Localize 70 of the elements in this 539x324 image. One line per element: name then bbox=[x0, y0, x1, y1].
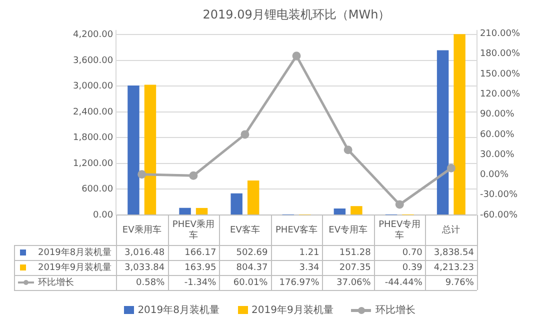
y-tick-label: 0.00 bbox=[93, 210, 114, 220]
bar bbox=[144, 84, 156, 214]
y-tick-label: 3,000.00 bbox=[73, 82, 114, 92]
data-label: 37.06% bbox=[336, 278, 372, 288]
data-label: 0.39 bbox=[402, 262, 423, 273]
data-label: 9.76% bbox=[445, 278, 474, 288]
y-tick-label: 4,200.00 bbox=[73, 30, 114, 40]
y-tick-label: 1,200.00 bbox=[73, 158, 114, 169]
y2-tick-label: 210.00% bbox=[480, 29, 520, 40]
y-tick-label: 600.00 bbox=[82, 184, 114, 195]
y-tick-label: 1,800.00 bbox=[73, 133, 114, 144]
y-tick-label: 3,600.00 bbox=[73, 56, 114, 66]
data-label: 3.34 bbox=[299, 262, 320, 273]
chart-title: 2019.09月锂电装机环比（MWh） bbox=[202, 7, 390, 22]
legend-label: 环比增长 bbox=[38, 276, 74, 288]
data-label: 4,213.23 bbox=[434, 262, 474, 273]
data-label: -44.44% bbox=[384, 278, 423, 288]
y2-tick-label: 60.00% bbox=[480, 130, 515, 140]
point bbox=[138, 170, 146, 179]
data-label: 163.95 bbox=[184, 262, 216, 273]
y2-tick-label: 120.00% bbox=[480, 90, 520, 100]
data-label: 207.35 bbox=[339, 262, 371, 273]
data-label: 166.17 bbox=[184, 248, 216, 258]
point bbox=[189, 171, 198, 180]
data-label: 804.37 bbox=[236, 262, 268, 273]
data-label: 0.58% bbox=[136, 278, 166, 288]
bar bbox=[334, 208, 346, 214]
point bbox=[292, 52, 301, 60]
bar bbox=[454, 34, 466, 214]
y2-tick-label: -60.00% bbox=[480, 210, 518, 220]
text: 环比增长 bbox=[375, 305, 416, 316]
bar bbox=[128, 86, 140, 214]
y2-tick-label: 90.00% bbox=[480, 110, 515, 120]
bar bbox=[350, 206, 362, 214]
data-label: 3,033.84 bbox=[124, 262, 165, 273]
x-tick-label: EV乘用车 bbox=[122, 224, 162, 236]
data-label: 176.97% bbox=[279, 278, 320, 288]
y-tick-label: 2,400.00 bbox=[73, 107, 114, 118]
data-label: -1.34% bbox=[184, 278, 217, 288]
data-label: 3,838.54 bbox=[434, 248, 474, 258]
bar bbox=[436, 50, 449, 214]
legend-label: 2019年8月装机量 bbox=[38, 246, 112, 258]
bar bbox=[230, 193, 242, 214]
bar bbox=[247, 180, 260, 214]
x-tick-label: 总计 bbox=[441, 224, 460, 236]
y2-tick-label: 30.00% bbox=[480, 150, 515, 160]
text: 2019年8月装机量 bbox=[138, 305, 220, 316]
data-label: 60.01% bbox=[233, 278, 268, 288]
x-tick-label: PHEV乘用车 bbox=[172, 218, 214, 241]
legend-label: 2019年9月装机量 bbox=[38, 262, 112, 273]
y2-tick-label: 150.00% bbox=[480, 69, 520, 80]
data-label: 0.70 bbox=[402, 248, 423, 258]
point bbox=[240, 130, 250, 139]
data-label: 3,016.48 bbox=[124, 248, 165, 258]
x-tick-label: PHEV客车 bbox=[275, 224, 318, 236]
x-tick-label: PHEV专用车 bbox=[378, 218, 421, 241]
y2-tick-label: 0.00% bbox=[480, 170, 509, 180]
point bbox=[446, 164, 456, 172]
bar bbox=[179, 208, 191, 214]
x-tick-label: EV客车 bbox=[230, 224, 260, 236]
point bbox=[344, 146, 352, 154]
y2-tick-label: 180.00% bbox=[480, 49, 520, 60]
data-label: 151.28 bbox=[339, 248, 372, 258]
bar bbox=[196, 208, 208, 214]
point bbox=[395, 200, 404, 209]
data-label: 502.69 bbox=[236, 248, 268, 258]
data-label: 1.21 bbox=[299, 248, 320, 258]
x-tick-label: EV专用车 bbox=[328, 224, 368, 236]
text: 2019年9月装机量 bbox=[252, 305, 334, 316]
y2-tick-label: -30.00% bbox=[480, 190, 518, 200]
